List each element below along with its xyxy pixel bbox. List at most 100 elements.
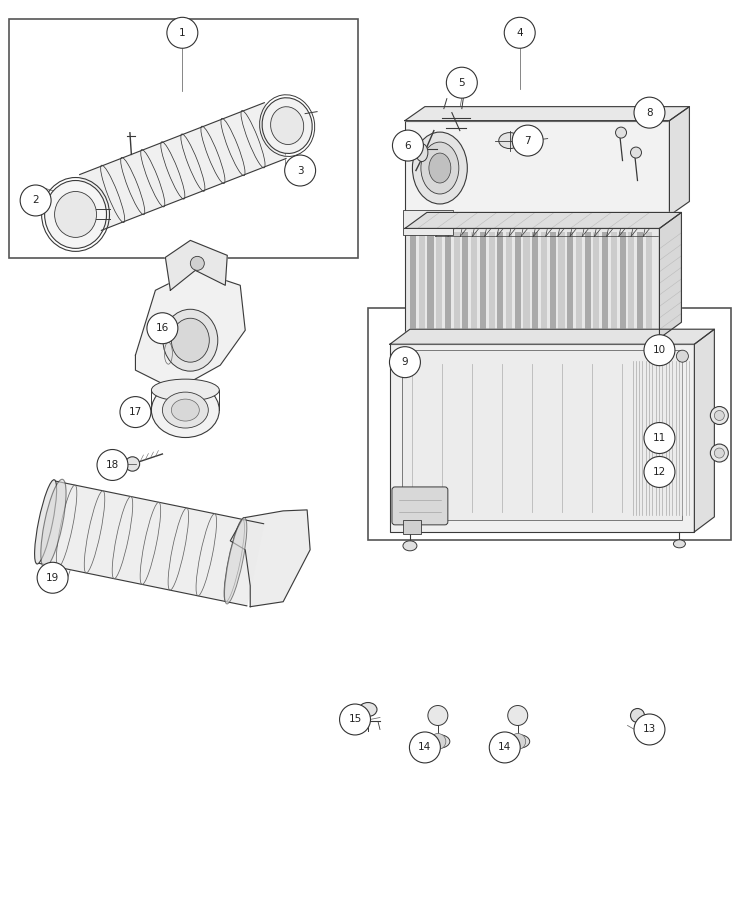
Bar — [532, 232, 538, 334]
Circle shape — [510, 734, 525, 750]
Circle shape — [644, 456, 675, 488]
Ellipse shape — [359, 703, 377, 716]
Circle shape — [428, 706, 448, 725]
Circle shape — [125, 457, 139, 472]
Circle shape — [410, 732, 440, 763]
Circle shape — [512, 125, 543, 156]
Bar — [523, 232, 530, 334]
Text: 18: 18 — [106, 460, 119, 470]
Ellipse shape — [426, 734, 450, 749]
Circle shape — [147, 313, 178, 344]
Ellipse shape — [35, 480, 56, 564]
Circle shape — [631, 708, 645, 723]
Ellipse shape — [403, 541, 417, 551]
Ellipse shape — [151, 382, 219, 437]
Text: 6: 6 — [405, 140, 411, 150]
Circle shape — [285, 155, 316, 186]
Bar — [445, 232, 451, 334]
Bar — [515, 232, 521, 334]
Text: 4: 4 — [516, 28, 523, 38]
Bar — [619, 232, 625, 334]
Circle shape — [508, 706, 528, 725]
Bar — [559, 232, 565, 334]
Circle shape — [714, 410, 725, 420]
Bar — [403, 520, 421, 534]
Polygon shape — [405, 212, 682, 229]
Bar — [402, 350, 682, 520]
FancyBboxPatch shape — [392, 487, 448, 525]
Circle shape — [190, 256, 205, 270]
Bar — [390, 344, 694, 532]
Polygon shape — [405, 106, 689, 121]
Text: 14: 14 — [498, 742, 511, 752]
Circle shape — [37, 562, 68, 593]
Ellipse shape — [55, 192, 96, 238]
Ellipse shape — [270, 107, 304, 145]
Polygon shape — [230, 510, 310, 607]
Text: 13: 13 — [643, 724, 656, 734]
Bar — [602, 232, 608, 334]
Ellipse shape — [429, 153, 451, 183]
Circle shape — [711, 407, 728, 425]
Text: 2: 2 — [33, 195, 39, 205]
Circle shape — [677, 350, 688, 362]
Bar — [497, 232, 503, 334]
Bar — [436, 232, 442, 334]
Text: 14: 14 — [418, 742, 431, 752]
Circle shape — [393, 130, 423, 161]
Bar — [645, 232, 652, 334]
Bar — [453, 232, 459, 334]
Circle shape — [504, 17, 535, 49]
Bar — [628, 232, 634, 334]
Circle shape — [120, 397, 151, 427]
Bar — [403, 211, 453, 236]
Ellipse shape — [163, 310, 218, 371]
Bar — [368, 309, 731, 540]
Ellipse shape — [41, 480, 66, 568]
Ellipse shape — [421, 142, 459, 194]
Ellipse shape — [151, 379, 219, 401]
Ellipse shape — [171, 399, 199, 421]
Ellipse shape — [674, 540, 685, 548]
Bar — [405, 229, 659, 338]
Polygon shape — [80, 103, 286, 230]
Polygon shape — [390, 329, 714, 344]
Text: 8: 8 — [646, 108, 653, 118]
Bar — [488, 232, 495, 334]
Text: 5: 5 — [459, 77, 465, 87]
Circle shape — [489, 732, 520, 763]
Bar — [506, 232, 512, 334]
Ellipse shape — [499, 132, 521, 148]
Bar — [637, 232, 643, 334]
Text: 17: 17 — [129, 407, 142, 417]
Bar — [410, 232, 416, 334]
Bar — [576, 232, 582, 334]
Bar — [471, 232, 477, 334]
Bar — [479, 232, 486, 334]
Text: 11: 11 — [653, 433, 666, 443]
Polygon shape — [37, 481, 264, 606]
Ellipse shape — [44, 181, 107, 248]
Circle shape — [390, 346, 420, 378]
Circle shape — [711, 444, 728, 462]
Text: 12: 12 — [653, 467, 666, 477]
Text: 19: 19 — [46, 572, 59, 583]
Text: 1: 1 — [179, 28, 186, 38]
Circle shape — [430, 734, 446, 750]
Circle shape — [396, 350, 408, 362]
Ellipse shape — [262, 98, 312, 154]
Bar — [550, 232, 556, 334]
Polygon shape — [659, 212, 682, 338]
Bar — [405, 121, 669, 215]
Text: 9: 9 — [402, 357, 408, 367]
Bar — [567, 232, 574, 334]
Bar — [594, 232, 599, 334]
Circle shape — [631, 147, 642, 158]
Text: 16: 16 — [156, 323, 169, 333]
Polygon shape — [669, 106, 689, 215]
Bar — [611, 232, 617, 334]
Ellipse shape — [162, 392, 208, 428]
Circle shape — [644, 335, 675, 365]
Text: 15: 15 — [348, 715, 362, 724]
Bar — [462, 232, 468, 334]
